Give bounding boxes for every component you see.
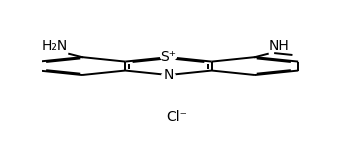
Text: S⁺: S⁺ — [160, 50, 177, 64]
Circle shape — [162, 72, 175, 78]
Circle shape — [161, 54, 176, 60]
Text: NH: NH — [269, 39, 290, 53]
Text: Cl⁻: Cl⁻ — [166, 110, 187, 124]
Text: N: N — [163, 68, 174, 82]
Text: H₂N: H₂N — [42, 39, 68, 53]
